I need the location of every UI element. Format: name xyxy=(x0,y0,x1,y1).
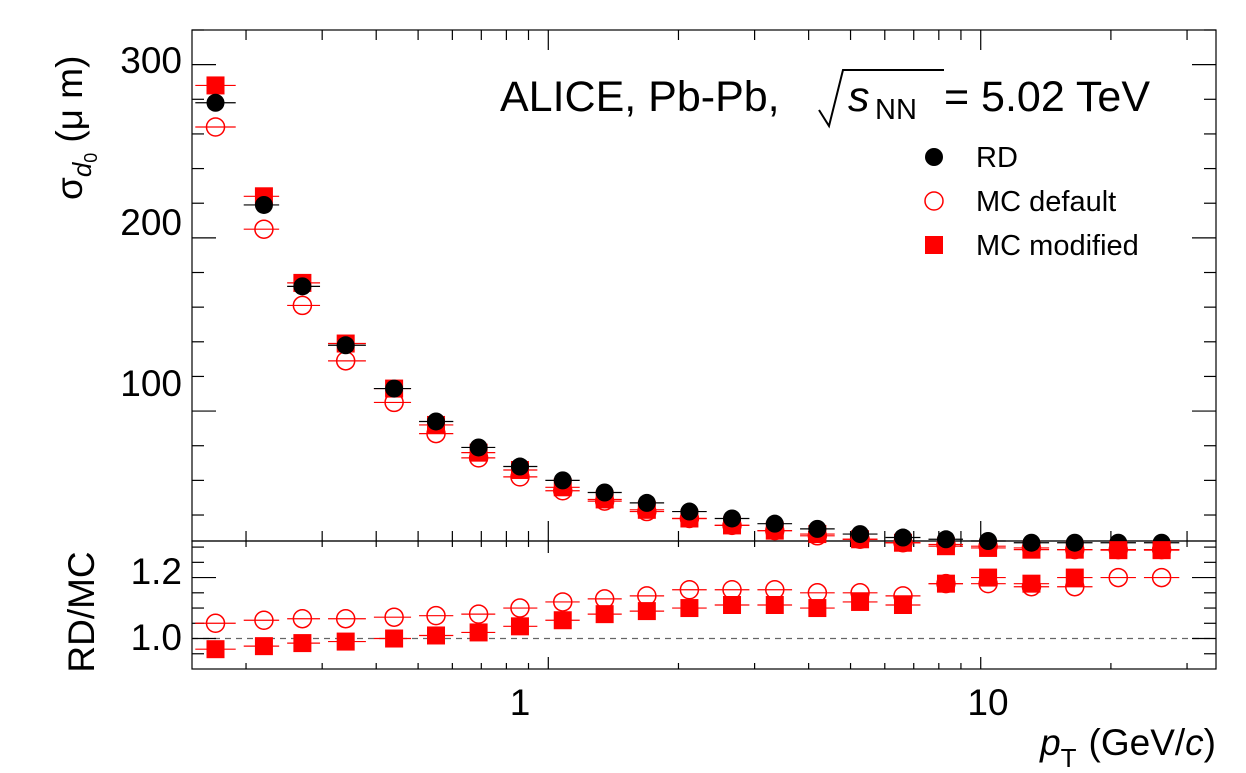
main-point-rd xyxy=(206,93,225,112)
header-suffix: = 5.02 TeV xyxy=(944,73,1150,121)
ratio-point-mc-modified xyxy=(936,574,955,593)
ratio-point-mc-default xyxy=(1108,567,1129,588)
legend: RD MC default MC modified xyxy=(924,142,1139,262)
ratio-ytick-label-1.2: 1.2 xyxy=(131,551,182,592)
header-prefix: ALICE, Pb-Pb, xyxy=(500,73,780,121)
main-point-rd xyxy=(336,336,355,355)
ratio-point-mc-modified xyxy=(510,617,529,636)
ratio-point-mc-modified xyxy=(336,632,355,651)
ratio-point-mc-default xyxy=(552,592,573,612)
main-ytick-label-300: 300 xyxy=(120,40,182,81)
main-point-rd xyxy=(723,509,742,528)
ratio-point-mc-default xyxy=(679,580,700,600)
main-point-rd xyxy=(851,525,870,544)
main-point-rd xyxy=(1022,533,1041,552)
legend-label-mc-default: MC default xyxy=(976,186,1116,218)
ratio-point-mc-modified xyxy=(723,596,742,614)
legend-marker-mc-modified xyxy=(925,236,943,254)
ratio-point-mc-modified xyxy=(851,592,870,611)
header-label: ALICE, Pb-Pb, s NN = 5.02 TeV xyxy=(500,69,1150,129)
ratio-point-mc-modified xyxy=(293,634,312,653)
ratio-point-mc-modified xyxy=(637,602,656,621)
legend-label-rd: RD xyxy=(976,142,1018,174)
x-axis-title: pT (GeV/c) xyxy=(1039,722,1216,773)
xlabel-sub-T: T xyxy=(1061,743,1077,773)
main-point-rd xyxy=(254,195,273,214)
main-point-rd xyxy=(469,438,488,457)
main-point-rd xyxy=(893,528,912,547)
main-ytick-label-100: 100 xyxy=(120,363,182,404)
main-point-mc-modified xyxy=(206,76,225,95)
axis-ticks xyxy=(192,29,1216,669)
ratio-point-mc-default xyxy=(292,608,313,629)
ratio-point-mc-modified xyxy=(1065,568,1084,587)
main-point-rd xyxy=(680,502,699,521)
main-point-rd xyxy=(637,493,656,512)
ratio-point-mc-default xyxy=(510,598,530,618)
ratio-point-mc-default xyxy=(468,604,489,624)
main-point-mc-default xyxy=(292,295,313,316)
xtick-label-10: 10 xyxy=(967,682,1008,723)
legend-label-mc-modified: MC modified xyxy=(976,230,1139,262)
ratio-point-mc-modified xyxy=(765,596,784,614)
main-point-mc-default xyxy=(205,117,226,137)
main-point-rd xyxy=(510,457,529,476)
ratio-point-mc-modified xyxy=(206,640,225,659)
legend-marker-rd xyxy=(925,148,943,166)
ratio-point-mc-modified xyxy=(385,629,404,648)
main-point-mc-default xyxy=(254,219,274,239)
main-point-rd xyxy=(427,412,446,431)
ratio-point-mc-modified xyxy=(893,596,912,614)
main-point-rd xyxy=(1065,533,1084,552)
ratio-point-mc-modified xyxy=(469,623,488,642)
ratio-point-mc-default xyxy=(384,607,404,627)
xlabel-units-c: c xyxy=(1185,722,1204,763)
main-point-rd xyxy=(595,483,614,502)
ratio-ytick-label-1.0: 1.0 xyxy=(131,617,182,658)
ratio-point-mc-modified xyxy=(254,637,273,656)
xlabel-units-open: (GeV/ xyxy=(1089,722,1186,763)
ylabel-sub-0: 0 xyxy=(81,153,101,163)
ratio-point-mc-default xyxy=(254,610,274,630)
main-point-rd xyxy=(385,379,404,398)
ratio-point-mc-modified xyxy=(979,568,998,587)
main-panel-points xyxy=(195,76,1180,560)
xtick-label-1: 1 xyxy=(510,682,531,723)
ratio-point-mc-default xyxy=(426,605,446,626)
ylabel-sub-d: d xyxy=(67,161,97,177)
ratio-point-mc-default xyxy=(335,608,356,629)
ratio-point-mc-modified xyxy=(1152,541,1171,560)
ratio-point-mc-modified xyxy=(427,626,446,645)
main-point-rd xyxy=(553,471,572,490)
ylabel-units: (μ m) xyxy=(49,56,90,143)
main-point-rd xyxy=(765,514,784,533)
ratio-point-mc-modified xyxy=(808,599,827,618)
main-point-rd xyxy=(808,519,827,538)
ratio-point-mc-modified xyxy=(680,599,699,618)
header-nn: NN xyxy=(875,94,917,126)
ratio-panel-frame xyxy=(191,540,1217,670)
main-point-rd xyxy=(979,532,998,550)
ratio-point-mc-default xyxy=(1151,567,1172,588)
main-y-axis-title: σd0 (μ m) xyxy=(49,56,101,200)
ratio-panel-points xyxy=(195,541,1180,659)
sqrt-symbol xyxy=(818,69,944,129)
main-point-rd xyxy=(293,277,312,296)
ylabel-sigma: σ xyxy=(49,177,90,200)
ratio-point-mc-modified xyxy=(1109,541,1128,560)
ratio-point-mc-modified xyxy=(553,611,572,630)
legend-marker-mc-default xyxy=(924,191,944,211)
ratio-point-mc-default xyxy=(205,613,226,634)
ratio-y-axis-title: RD/MC xyxy=(61,551,102,672)
ratio-point-mc-modified xyxy=(1022,574,1041,593)
xlabel-p: p xyxy=(1039,722,1061,763)
ratio-point-mc-modified xyxy=(595,605,614,624)
main-ytick-label-200: 200 xyxy=(120,202,182,243)
xlabel-units-close: ) xyxy=(1204,722,1216,763)
main-point-rd xyxy=(936,530,955,549)
header-s: s xyxy=(848,73,870,121)
